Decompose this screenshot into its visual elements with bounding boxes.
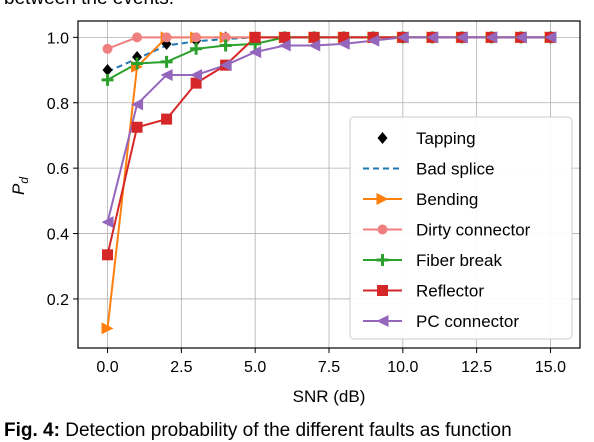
caption-text: Detection probability of the different f… (65, 420, 512, 441)
data-point-fiber-break (160, 55, 173, 68)
data-point-pc-connector (249, 46, 262, 59)
caption-label: Fig. 4: (4, 420, 60, 441)
data-point-reflector (131, 121, 143, 133)
legend-box (349, 116, 573, 340)
data-point-pc-connector (278, 39, 291, 52)
x-tick-label: 2.5 (170, 359, 192, 376)
data-point-reflector (308, 31, 320, 43)
data-point-reflector (102, 249, 114, 261)
data-point-pc-connector (396, 31, 409, 44)
data-point-fiber-break (219, 39, 232, 52)
x-tick-label: 0.0 (96, 359, 118, 376)
data-point-pc-connector (160, 68, 173, 81)
plot-frame (77, 20, 581, 349)
svg-text:Pd: Pd (9, 177, 31, 195)
data-point-fiber-break (131, 57, 144, 70)
legend: Tapping Bad splice Bending Dirty connector F… (349, 116, 573, 340)
data-point-fiber-break (190, 42, 203, 55)
data-point-pc-connector (485, 31, 498, 44)
series-lines (106, 36, 551, 329)
data-point-dirty-connector (220, 32, 231, 43)
data-point-reflector (249, 31, 261, 43)
data-point-dirty-connector (132, 32, 143, 43)
legend-label-bad-splice: Bad splice (416, 160, 494, 179)
data-point-tapping (102, 64, 113, 77)
legend-label-reflector: Reflector (416, 282, 484, 301)
data-point-reflector (367, 31, 379, 43)
detection-probability-chart: 0.0 2.5 5.0 7.5 10.0 12.5 15.0 0.2 0.4 0.6 0.8 1.0… (9, 20, 581, 406)
data-point-reflector (161, 113, 173, 125)
data-point-pc-connector (426, 31, 439, 44)
data-point-pc-connector (219, 59, 232, 72)
data-point-pc-connector (514, 31, 527, 44)
y-axis-label-main: P (9, 183, 28, 195)
data-point-pc-connector (308, 39, 321, 52)
data-point-pc-connector (544, 31, 557, 44)
y-tick-label: 0.4 (47, 227, 69, 244)
data-point-pc-connector (367, 34, 380, 47)
data-point-pc-connector (337, 37, 350, 50)
x-tick-label: 7.5 (318, 359, 340, 376)
data-point-reflector (338, 31, 350, 43)
legend-marker-bending (376, 193, 389, 205)
legend-marker-dirty-connector (377, 224, 388, 235)
legend-label-tapping: Tapping (416, 129, 476, 148)
y-axis-label-sub: d (17, 177, 31, 184)
data-point-pc-connector (455, 31, 468, 44)
x-axis-ticks: 0.0 2.5 5.0 7.5 10.0 12.5 15.0 (96, 348, 566, 376)
y-tick-label: 0.2 (47, 292, 69, 309)
data-point-dirty-connector (102, 43, 113, 54)
data-point-fiber-break (101, 73, 114, 86)
x-tick-label: 5.0 (244, 359, 266, 376)
legend-label-pc-connector: PC connector (416, 312, 519, 331)
data-point-dirty-connector (161, 32, 172, 43)
legend-marker-reflector (377, 285, 388, 296)
data-point-pc-connector (101, 216, 114, 229)
y-tick-label: 1.0 (47, 30, 69, 47)
figure-caption: Fig. 4: Detection probability of the dif… (4, 420, 512, 442)
legend-label-dirty-connector: Dirty connector (416, 221, 531, 240)
legend-label-fiber-break: Fiber break (416, 251, 502, 270)
series-markers (101, 31, 557, 335)
series-line-pc-connector (106, 36, 551, 223)
y-axis-label: Pd (9, 177, 31, 195)
data-point-bending (101, 322, 114, 335)
y-tick-label: 0.8 (47, 96, 69, 113)
data-point-reflector (190, 77, 202, 89)
legend-marker-pc-connector (376, 315, 389, 327)
y-tick-label: 0.6 (47, 161, 69, 178)
x-axis-label: SNR (dB) (293, 387, 366, 406)
legend-label-bending: Bending (416, 190, 478, 209)
y-axis-ticks: 0.2 0.4 0.6 0.8 1.0 (47, 30, 78, 309)
data-point-pc-connector (190, 68, 203, 81)
x-tick-label: 15.0 (535, 359, 566, 376)
data-point-reflector (279, 31, 291, 43)
data-point-tapping (132, 50, 143, 63)
legend-marker-tapping (377, 132, 388, 144)
legend-marker-fiber-break (376, 254, 389, 266)
x-tick-label: 12.5 (461, 359, 492, 376)
preceding-text: between the events. (4, 0, 174, 10)
data-point-dirty-connector (191, 32, 202, 43)
x-tick-label: 10.0 (387, 359, 418, 376)
data-point-pc-connector (131, 98, 144, 111)
